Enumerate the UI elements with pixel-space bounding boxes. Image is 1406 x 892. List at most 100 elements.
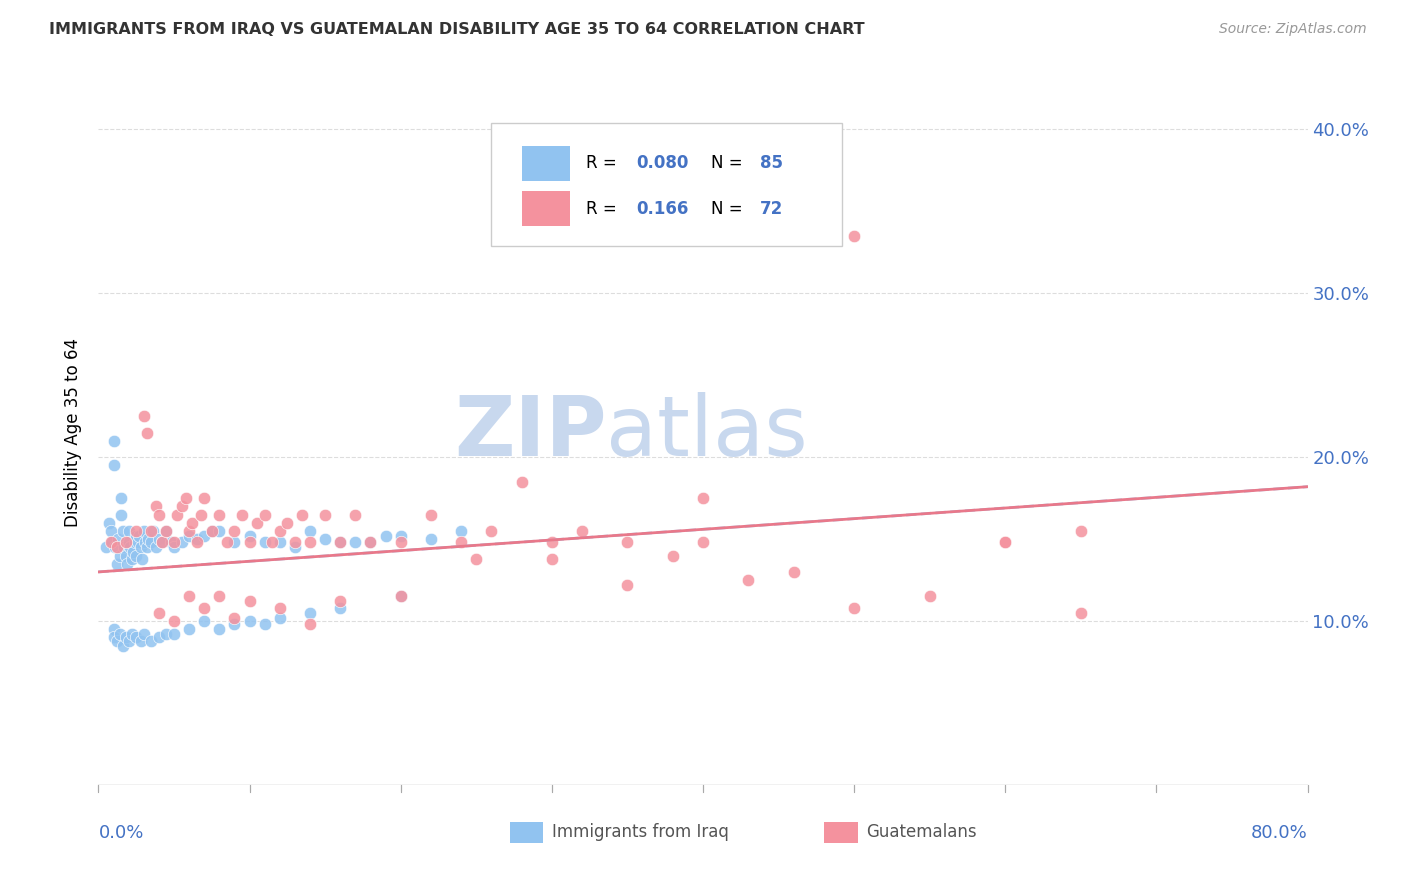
Point [141,535,163,549]
Point [201,524,224,538]
Point [148,508,170,522]
Point [299,535,322,549]
Point [170,535,193,549]
Point [110,508,132,522]
Point [692,491,714,505]
Point [224,617,246,632]
Point [253,508,276,522]
Point [103,434,125,448]
Point [253,617,276,632]
Point [1070,524,1092,538]
FancyBboxPatch shape [522,191,569,227]
Point [179,524,201,538]
Point [112,541,135,555]
Point [616,535,638,549]
Point [115,557,138,571]
Point [141,524,163,538]
Point [179,590,201,604]
FancyBboxPatch shape [522,145,569,181]
Point [389,535,412,549]
Point [224,535,246,549]
Point [299,617,322,632]
Point [193,614,215,628]
Point [450,535,472,549]
Point [844,229,866,244]
Point [104,541,127,555]
Text: R =: R = [586,154,621,172]
Point [284,535,307,549]
Point [540,551,562,566]
Point [174,491,197,505]
Point [145,500,167,514]
Point [181,516,204,530]
Text: 72: 72 [759,200,783,218]
Point [125,549,148,563]
Point [193,491,215,505]
Point [103,631,125,645]
Point [150,535,173,549]
Point [122,545,145,559]
Point [284,541,307,555]
Text: atlas: atlas [606,392,808,473]
Point [239,529,262,543]
Point [129,541,152,555]
Point [107,532,129,546]
Point [94,541,117,555]
Point [155,524,177,538]
Point [108,627,131,641]
FancyBboxPatch shape [509,822,543,843]
Point [136,532,159,546]
Point [389,529,412,543]
Point [299,606,322,620]
Point [121,627,143,641]
Point [783,565,806,579]
FancyBboxPatch shape [492,122,842,246]
Point [131,551,153,566]
Point [450,524,472,538]
Text: Guatemalans: Guatemalans [866,823,977,841]
Point [299,524,322,538]
Point [129,633,152,648]
Point [148,532,170,546]
Point [111,639,134,653]
Text: Immigrants from Iraq: Immigrants from Iraq [551,823,728,841]
Point [314,532,336,546]
Point [314,508,336,522]
Point [100,535,122,549]
Text: Source: ZipAtlas.com: Source: ZipAtlas.com [1219,22,1367,37]
Point [134,535,156,549]
Point [125,524,148,538]
Point [135,425,157,440]
Point [128,529,150,543]
Point [155,524,177,538]
Point [994,535,1017,549]
Point [132,627,155,641]
Point [105,541,128,555]
Point [360,535,382,549]
Point [179,529,201,543]
Point [262,535,284,549]
Text: 0.166: 0.166 [637,200,689,218]
Text: ZIP: ZIP [454,392,606,473]
Text: IMMIGRANTS FROM IRAQ VS GUATEMALAN DISABILITY AGE 35 TO 64 CORRELATION CHART: IMMIGRANTS FROM IRAQ VS GUATEMALAN DISAB… [49,22,865,37]
Point [374,529,396,543]
Point [692,535,714,549]
Point [208,622,231,636]
Point [186,532,208,546]
Point [269,535,291,549]
Point [224,611,246,625]
Point [170,500,193,514]
Point [360,535,382,549]
Point [616,578,638,592]
Point [510,475,533,489]
Point [163,541,186,555]
Point [186,535,208,549]
Point [155,627,177,641]
Point [148,606,170,620]
Point [179,622,201,636]
Point [100,524,122,538]
Point [142,524,165,538]
Point [239,614,262,628]
Point [125,631,148,645]
Text: 85: 85 [759,154,783,172]
